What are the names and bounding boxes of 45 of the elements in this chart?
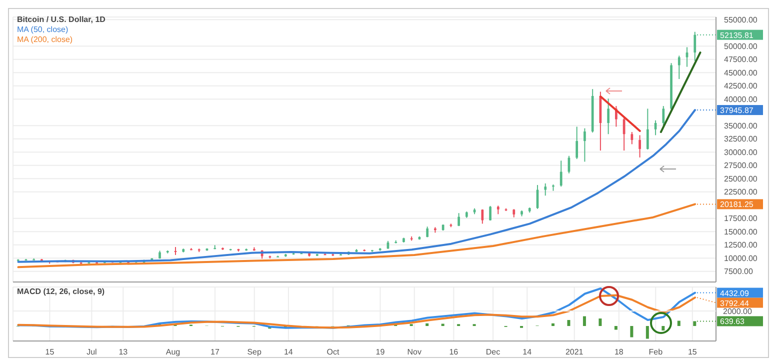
x-tick-label: 15 — [688, 348, 698, 357]
x-tick-label: Aug — [166, 348, 180, 357]
y-tick-label: 17500.00 — [724, 214, 758, 224]
y-tick-label: 32500.00 — [724, 134, 758, 144]
y-tick-label: 22500.00 — [724, 188, 758, 197]
text: MA (50, close) — [17, 25, 70, 35]
data-label: 37945.87 — [720, 106, 754, 116]
y-tick-label: 12500.00 — [724, 240, 758, 250]
x-tick-label: 19 — [376, 348, 386, 357]
x-tick-label: 14 — [522, 348, 532, 357]
y-tick-label: 35000.00 — [724, 121, 758, 130]
x-tick-label: 15 — [45, 348, 55, 357]
y-tick-label: 10000.00 — [724, 254, 758, 263]
data-label: 20181.25 — [720, 200, 754, 210]
data-label: 639.63 — [720, 317, 746, 326]
ref-line-label: 2000.00 — [723, 307, 752, 316]
data-label: 4432.09 — [720, 288, 750, 298]
x-tick-label: Feb — [648, 348, 664, 357]
x-tick-label: 14 — [284, 348, 294, 357]
y-tick-label: 47500.00 — [724, 55, 758, 64]
chart-title: Bitcoin / U.S. Dollar, 1D — [17, 15, 106, 25]
text: MA (200, close) — [17, 35, 74, 45]
y-tick-label: 7500.00 — [724, 267, 754, 276]
y-tick-label: 15000.00 — [724, 227, 758, 236]
x-tick-label: 17 — [210, 348, 220, 357]
data-label: 3792.44 — [720, 298, 750, 308]
x-tick-label: 2021 — [565, 348, 584, 357]
y-tick-label: 27500.00 — [724, 161, 758, 170]
y-tick-label: 25000.00 — [724, 174, 758, 184]
x-tick-label: Oct — [326, 348, 340, 357]
y-tick-label: 42500.00 — [724, 82, 758, 91]
x-tick-label: 13 — [118, 348, 128, 357]
y-tick-label: 55000.00 — [724, 15, 758, 24]
text: 52135.81 — [720, 30, 754, 40]
y-tick-label: 45000.00 — [724, 68, 758, 78]
x-tick-label: Nov — [407, 348, 422, 357]
y-tick-label: 40000.00 — [724, 94, 758, 104]
x-tick-label: Sep — [247, 348, 262, 357]
chart-title: MACD (12, 26, close, 9) — [17, 287, 105, 297]
x-tick-label: 18 — [614, 348, 624, 357]
x-tick-label: 16 — [449, 348, 459, 357]
x-tick-label: Jul — [86, 348, 98, 357]
y-tick-label: 30000.00 — [724, 148, 758, 157]
x-tick-label: Dec — [486, 348, 500, 357]
y-tick-label: 50000.00 — [724, 42, 758, 51]
